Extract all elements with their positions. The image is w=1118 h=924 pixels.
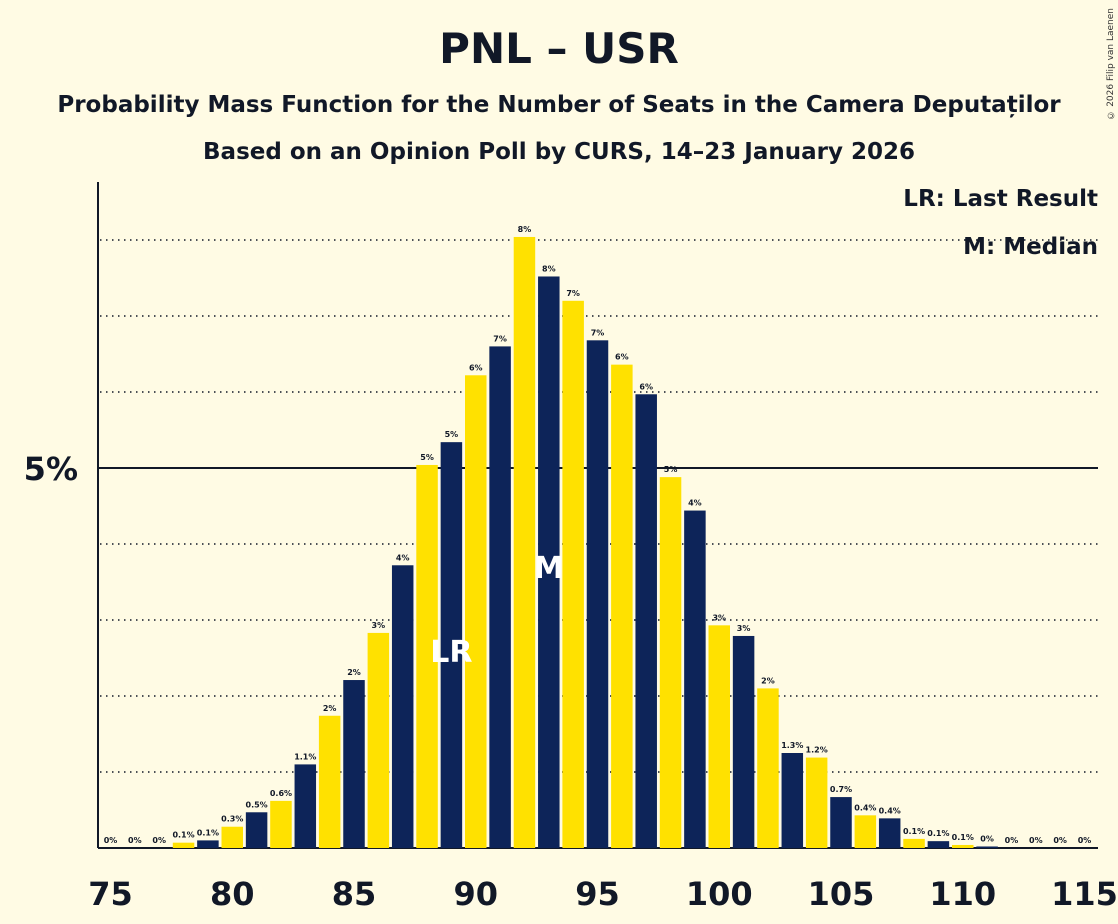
- bar-label-75: 0%: [104, 836, 118, 845]
- bar-label-95: 7%: [591, 328, 605, 337]
- bar-82: [270, 800, 292, 848]
- bar-107: [878, 818, 901, 848]
- bar-label-89: 5%: [445, 430, 459, 439]
- bar-label-99: 4%: [688, 499, 702, 508]
- bar-104: [805, 757, 828, 848]
- bar-label-100: 3%: [712, 613, 726, 622]
- bar-label-92: 8%: [518, 225, 532, 234]
- bar-label-98: 5%: [664, 465, 678, 474]
- bar-label-114: 0%: [1053, 836, 1067, 845]
- bar-95: [586, 340, 609, 848]
- bar-label-86: 3%: [372, 621, 386, 630]
- x-tick-label-110: 110: [929, 875, 996, 913]
- bar-87: [391, 565, 414, 848]
- bar-90: [465, 375, 487, 848]
- x-tick-label-115: 115: [1051, 875, 1118, 913]
- bar-91: [489, 346, 511, 848]
- bar-label-79: 0.1%: [197, 828, 219, 837]
- bar-109: [927, 841, 950, 848]
- bar-label-102: 2%: [761, 676, 775, 685]
- bar-93: [538, 276, 560, 849]
- bar-103: [781, 753, 804, 848]
- bar-111: [976, 846, 998, 848]
- legend-median: M: Median: [963, 234, 1098, 260]
- bar-label-109: 0.1%: [927, 829, 949, 838]
- bar-83: [294, 764, 317, 848]
- chart-title: PNL – USR: [439, 24, 679, 73]
- bar-label-115: 0%: [1078, 836, 1092, 845]
- bar-98: [659, 477, 682, 848]
- bar-81: [245, 812, 268, 848]
- bar-label-110: 0.1%: [952, 833, 974, 842]
- x-tick-label-80: 80: [210, 875, 255, 913]
- chart-subtitle-source: Based on an Opinion Poll by CURS, 14–23 …: [203, 139, 915, 165]
- bar-label-85: 2%: [347, 668, 361, 677]
- bar-105: [830, 797, 852, 848]
- bar-label-106: 0.4%: [854, 803, 876, 812]
- bar-label-78: 0.1%: [172, 831, 194, 840]
- x-tick-label-85: 85: [332, 875, 377, 913]
- bar-label-76: 0%: [128, 836, 142, 845]
- bar-89: [440, 442, 463, 848]
- bar-label-77: 0%: [152, 836, 166, 845]
- bar-label-81: 0.5%: [246, 800, 268, 809]
- bar-label-96: 6%: [615, 353, 629, 362]
- bar-label-108: 0.1%: [903, 827, 925, 836]
- bar-label-88: 5%: [420, 453, 434, 462]
- bar-108: [903, 838, 925, 848]
- bar-78: [172, 842, 195, 848]
- x-tick-label-75: 75: [88, 875, 133, 913]
- bar-100: [708, 625, 730, 848]
- chart-subtitle: Probability Mass Function for the Number…: [57, 92, 1061, 118]
- bar-88: [416, 464, 438, 848]
- bar-92: [513, 236, 536, 848]
- bar-106: [854, 815, 877, 848]
- bar-86: [367, 632, 390, 848]
- bar-label-83: 1.1%: [294, 752, 316, 761]
- bar-label-112: 0%: [1005, 836, 1019, 845]
- bar-label-82: 0.6%: [270, 789, 292, 798]
- bar-102: [757, 688, 779, 848]
- bar-label-97: 6%: [639, 382, 653, 391]
- bar-110: [952, 844, 974, 848]
- bar-label-94: 7%: [566, 289, 580, 298]
- bar-99: [684, 510, 706, 848]
- bar-84: [318, 715, 341, 848]
- last-result-marker: LR: [430, 635, 472, 670]
- bar-label-113: 0%: [1029, 836, 1043, 845]
- bar-label-105: 0.7%: [830, 785, 852, 794]
- legend-last-result: LR: Last Result: [903, 186, 1098, 212]
- x-tick-label-90: 90: [453, 875, 498, 913]
- bar-85: [343, 680, 365, 848]
- bar-label-84: 2%: [323, 704, 337, 713]
- bar-label-103: 1.3%: [781, 741, 803, 750]
- bar-80: [221, 826, 243, 848]
- bar-79: [197, 840, 219, 848]
- bar-101: [732, 635, 755, 848]
- bar-label-90: 6%: [469, 363, 483, 372]
- bar-94: [562, 300, 584, 848]
- median-marker: M: [534, 551, 564, 586]
- bar-96: [611, 364, 633, 848]
- y-tick-label-5: 5%: [24, 450, 78, 488]
- bar-label-111: 0%: [980, 834, 994, 843]
- x-tick-label-105: 105: [808, 875, 875, 913]
- x-tick-label-95: 95: [575, 875, 620, 913]
- bar-label-93: 8%: [542, 264, 556, 273]
- x-tick-label-100: 100: [686, 875, 753, 913]
- bar-label-107: 0.4%: [879, 806, 901, 815]
- bar-label-80: 0.3%: [221, 815, 243, 824]
- bar-label-101: 3%: [737, 624, 751, 633]
- bar-label-91: 7%: [493, 334, 507, 343]
- bar-label-87: 4%: [396, 553, 410, 562]
- bar-label-104: 1.2%: [806, 746, 828, 755]
- bar-97: [635, 394, 657, 848]
